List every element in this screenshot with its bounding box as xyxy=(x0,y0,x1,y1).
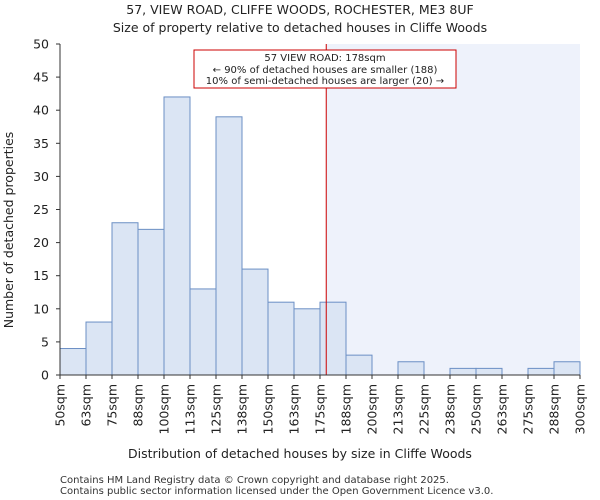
y-tick-label: 50 xyxy=(33,37,49,52)
x-tick-label: 275sqm xyxy=(521,384,536,434)
histogram-bar xyxy=(189,288,217,376)
histogram-bar xyxy=(241,268,269,376)
x-tick-label: 250sqm xyxy=(469,384,484,434)
y-tick-label: 30 xyxy=(33,169,49,184)
y-tick-label: 15 xyxy=(33,268,49,283)
x-tick-label: 263sqm xyxy=(495,384,510,434)
x-tick-label: 213sqm xyxy=(391,384,406,434)
annotation-line-1: 57 VIEW ROAD: 178sqm xyxy=(264,53,385,64)
x-tick-label: 300sqm xyxy=(573,384,588,434)
y-tick-label: 10 xyxy=(33,301,49,316)
y-tick-label: 45 xyxy=(33,70,49,85)
larger-region-shade xyxy=(326,44,580,375)
y-tick-label: 5 xyxy=(41,334,49,349)
histogram-bar xyxy=(267,301,295,376)
x-tick-label: 150sqm xyxy=(261,384,276,434)
histogram-bar xyxy=(449,367,477,376)
y-tick-label: 25 xyxy=(33,202,49,217)
histogram-bar xyxy=(215,116,243,376)
x-tick-label: 63sqm xyxy=(79,384,94,427)
histogram-bar xyxy=(319,301,347,376)
y-axis-label: Number of detached properties xyxy=(1,132,16,329)
y-tick-label: 0 xyxy=(41,368,49,383)
x-tick-label: 113sqm xyxy=(183,384,198,434)
x-tick-label: 50sqm xyxy=(53,384,68,427)
histogram-bar xyxy=(137,228,165,376)
chart-subtitle: Size of property relative to detached ho… xyxy=(113,20,487,35)
histogram-bar xyxy=(397,361,425,376)
plot-area: 0 5 10 15 20 25 30 35 40 45 50 50sqm 63sqm 75sqm 88sq… xyxy=(33,37,587,435)
x-tick-label: 175sqm xyxy=(313,384,328,434)
x-tick-label: 200sqm xyxy=(365,384,380,434)
annotation-frame xyxy=(193,49,457,89)
x-tick-label: 88sqm xyxy=(131,384,146,427)
annotation-box: 57 VIEW ROAD: 178sqm ← 90% of detached h… xyxy=(193,49,457,89)
histogram-bar xyxy=(163,96,191,376)
footer-line-1: Contains HM Land Registry data © Crown c… xyxy=(60,475,449,486)
histogram-bar xyxy=(85,321,113,376)
x-tick-label: 188sqm xyxy=(339,384,354,434)
y-tick-label: 35 xyxy=(33,136,49,151)
histogram-bar xyxy=(553,361,581,376)
annotation-line-3: 10% of semi-detached houses are larger (… xyxy=(206,76,444,87)
histogram-bar xyxy=(475,367,503,376)
footer-line-2: Contains public sector information licen… xyxy=(60,486,493,497)
x-tick-label: 100sqm xyxy=(157,384,172,434)
x-tick-label: 225sqm xyxy=(417,384,432,434)
histogram-bar xyxy=(527,367,555,376)
annotation-line-2: ← 90% of detached houses are smaller (18… xyxy=(213,65,438,76)
x-axis-label: Distribution of detached houses by size … xyxy=(128,446,472,461)
x-tick-label: 125sqm xyxy=(209,384,224,434)
y-ticks: 0 5 10 15 20 25 30 35 40 45 50 xyxy=(33,37,60,383)
histogram-bar xyxy=(111,222,139,376)
x-tick-label: 238sqm xyxy=(443,384,458,434)
histogram-bar xyxy=(293,308,321,376)
x-tick-label: 75sqm xyxy=(105,384,120,427)
x-tick-label: 163sqm xyxy=(287,384,302,434)
x-tick-label: 138sqm xyxy=(235,384,250,434)
bars-group xyxy=(59,96,581,376)
y-tick-label: 20 xyxy=(33,235,49,250)
x-tick-label: 288sqm xyxy=(547,384,562,434)
histogram-bar xyxy=(59,348,87,376)
chart-title: 57, VIEW ROAD, CLIFFE WOODS, ROCHESTER, … xyxy=(126,2,473,17)
histogram-bar xyxy=(345,354,373,376)
x-ticks: 50sqm 63sqm 75sqm 88sqm 100sqm 113sqm 125sqm 13… xyxy=(53,375,588,434)
y-tick-label: 40 xyxy=(33,103,49,118)
